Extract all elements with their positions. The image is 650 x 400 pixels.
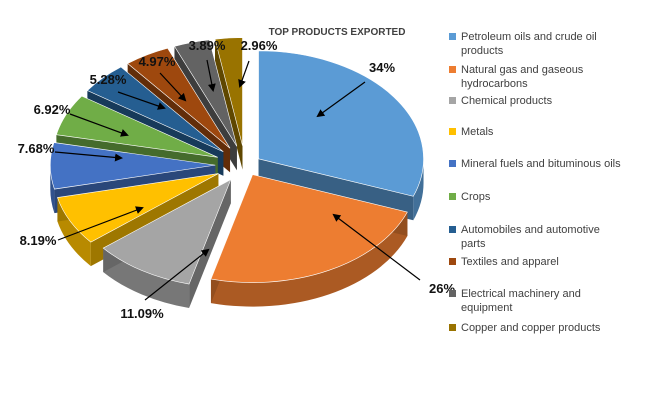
pie-slice-top-copper-and-copper-products — [214, 37, 243, 146]
legend-swatch-textiles-and-apparel — [449, 258, 456, 265]
legend-swatch-copper-and-copper-products — [449, 324, 456, 331]
pie-slice-top-petroleum-oils-and-crude-oil-products — [258, 50, 424, 197]
legend-swatch-automobiles-and-automotive-parts — [449, 226, 456, 233]
pie-slice-copper-and-copper-products — [214, 37, 243, 170]
pie-slice-natural-gas-and-gaseous-hydrocarbons — [210, 174, 408, 307]
legend-entry-petroleum-oils-and-crude-oil-products: Petroleum oils and crude oil products — [449, 31, 597, 57]
pie-slice-top-mineral-fuels-and-bituminous-oils — [50, 142, 216, 190]
legend-entry-chemical-products: Chemical products — [449, 95, 553, 107]
legend-label-metals: Metals — [461, 126, 494, 138]
legend-label-chemical-products: Chemical products — [461, 95, 553, 107]
label-arrow-mineral-fuels-and-bituminous-oils — [54, 151, 123, 162]
legend-swatch-mineral-fuels-and-bituminous-oils — [449, 160, 456, 167]
legend-entry-natural-gas-and-gaseous-hydrocarbons: Natural gas and gaseous hydrocarbons — [449, 64, 584, 90]
legend-swatch-natural-gas-and-gaseous-hydrocarbons — [449, 66, 456, 73]
label-arrow-chemical-products — [144, 248, 210, 301]
legend-swatch-petroleum-oils-and-crude-oil-products — [449, 33, 456, 40]
data-labels: 34% 26% 11.09% 8.19% 7.68% 6.92% 5.28% 4.97% 3.8… — [18, 38, 456, 321]
legend-swatch-crops — [449, 193, 456, 200]
legend-label-electrical-machinery-and-equipment: Electrical machinery and equipment — [461, 288, 581, 314]
legend-label-automobiles-and-automotive-parts: Automobiles and automotive parts — [461, 224, 600, 250]
data-label-automobiles-and-automotive-parts: 5.28% — [90, 72, 127, 87]
legend-entry-copper-and-copper-products: Copper and copper products — [449, 322, 601, 334]
chart-title: TOP PRODUCTS EXPORTED — [269, 27, 406, 38]
legend-entry-crops: Crops — [449, 191, 491, 203]
legend-label-copper-and-copper-products: Copper and copper products — [461, 322, 601, 334]
pie-slice-side-natural-gas-and-gaseous-hydrocarbons — [210, 212, 408, 307]
label-arrow-natural-gas-and-gaseous-hydrocarbons — [332, 213, 421, 281]
pie-slice-top-crops — [55, 95, 218, 158]
legend-label-crops: Crops — [461, 191, 491, 203]
pie-slice-top-automobiles-and-automotive-parts — [86, 66, 224, 152]
label-arrow-copper-and-copper-products — [238, 60, 250, 88]
pie-slice-wall-copper-and-copper-products — [214, 39, 243, 170]
legend-entry-mineral-fuels-and-bituminous-oils: Mineral fuels and bituminous oils — [449, 158, 621, 170]
label-arrow-petroleum-oils-and-crude-oil-products — [316, 81, 366, 118]
legend-label-textiles-and-apparel: Textiles and apparel — [461, 256, 559, 268]
pie-slice-top-natural-gas-and-gaseous-hydrocarbons — [210, 174, 408, 283]
legend-label-petroleum-oils-and-crude-oil-products: Petroleum oils and crude oil products — [461, 31, 597, 57]
pie-slice-side-petroleum-oils-and-crude-oil-products — [413, 158, 424, 221]
label-arrow-automobiles-and-automotive-parts — [117, 91, 166, 110]
legend-entry-metals: Metals — [449, 126, 494, 138]
legend: Petroleum oils and crude oil products Natu… — [449, 31, 621, 334]
legend-label-mineral-fuels-and-bituminous-oils: Mineral fuels and bituminous oils — [461, 158, 621, 170]
data-label-copper-and-copper-products: 2.96% — [241, 38, 278, 53]
label-arrow-electrical-machinery-and-equipment — [206, 59, 216, 92]
label-arrow-metals — [57, 206, 144, 241]
data-label-crops: 6.92% — [34, 102, 71, 117]
data-label-electrical-machinery-and-equipment: 3.89% — [189, 38, 226, 53]
legend-swatch-metals — [449, 128, 456, 135]
label-arrow-crops — [69, 113, 129, 137]
pie-slice-wall-chemical-products — [189, 179, 231, 309]
data-label-textiles-and-apparel: 4.97% — [139, 54, 176, 69]
label-arrow-textiles-and-apparel — [159, 72, 187, 102]
legend-swatch-chemical-products — [449, 97, 456, 104]
data-label-mineral-fuels-and-bituminous-oils: 7.68% — [18, 141, 55, 156]
legend-label-natural-gas-and-gaseous-hydrocarbons: Natural gas and gaseous hydrocarbons — [461, 64, 584, 90]
data-label-petroleum-oils-and-crude-oil-products: 34% — [369, 60, 395, 75]
legend-swatch-electrical-machinery-and-equipment — [449, 290, 456, 297]
pie-slices — [50, 37, 424, 309]
legend-entry-textiles-and-apparel: Textiles and apparel — [449, 256, 559, 268]
legend-entry-automobiles-and-automotive-parts: Automobiles and automotive parts — [449, 224, 600, 250]
data-label-metals: 8.19% — [20, 233, 57, 248]
legend-entry-electrical-machinery-and-equipment: Electrical machinery and equipment — [449, 288, 581, 314]
data-label-chemical-products: 11.09% — [120, 306, 164, 321]
pie-slice-side-metals — [57, 197, 91, 267]
pie-slice-top-electrical-machinery-and-equipment — [173, 39, 238, 147]
pie-slice-side-chemical-products — [103, 248, 190, 309]
data-label-natural-gas-and-gaseous-hydrocarbons: 26% — [429, 281, 455, 296]
pie-slice-side-mineral-fuels-and-bituminous-oils — [50, 165, 55, 214]
